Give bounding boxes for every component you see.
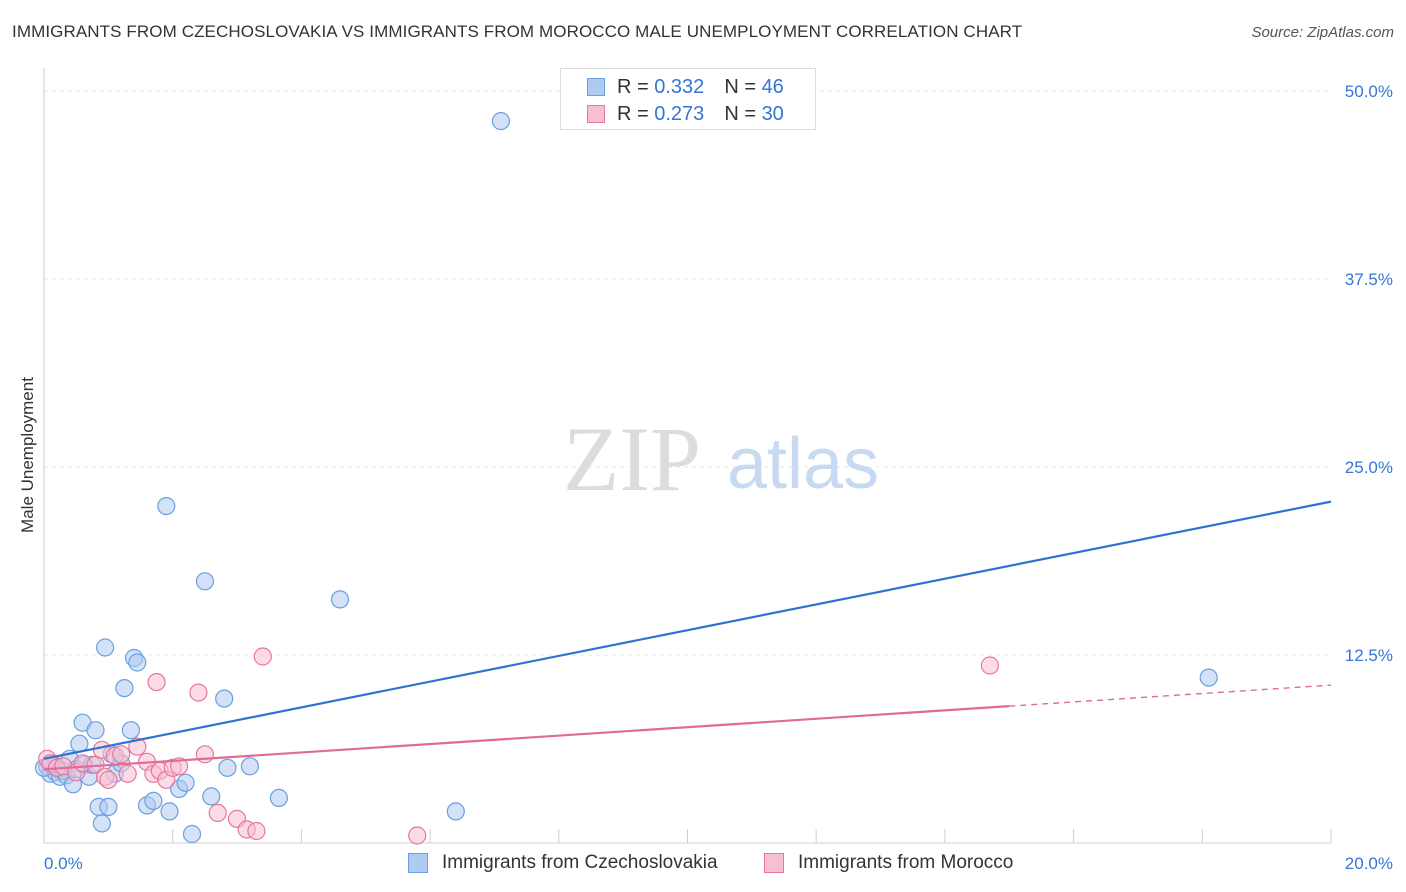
grid-lines (44, 90, 1331, 656)
r-label: R = (617, 75, 649, 98)
n-label: N = (724, 102, 756, 125)
point-morocco (99, 770, 118, 789)
point-morocco (253, 647, 272, 666)
watermark-zip: ZIP (563, 408, 701, 510)
point-czechoslovakia (202, 787, 221, 806)
point-czechoslovakia (115, 678, 134, 698)
y-tick-label: 12.5% (1345, 646, 1393, 665)
point-czechoslovakia (128, 653, 147, 672)
point-czechoslovakia (269, 788, 288, 808)
point-czechoslovakia (491, 111, 510, 131)
czechoslovakia-swatch (408, 853, 428, 873)
trend-morocco (43, 705, 1010, 771)
point-morocco (128, 737, 147, 756)
data-points (34, 111, 1218, 845)
legend-label: Immigrants from Morocco (798, 852, 1014, 873)
point-czechoslovakia (144, 791, 163, 811)
point-czechoslovakia (157, 497, 176, 516)
n-value: 30 (761, 102, 784, 125)
trend-lines (43, 500, 1332, 771)
trend-czechoslovakia (43, 500, 1332, 760)
point-morocco (118, 764, 137, 783)
point-czechoslovakia (195, 572, 214, 591)
point-czechoslovakia (95, 638, 115, 657)
y-tick-label: 50.0% (1345, 82, 1393, 101)
r-value: 0.273 (654, 102, 705, 125)
point-czechoslovakia (330, 590, 350, 609)
point-morocco (247, 821, 266, 841)
point-czechoslovakia (240, 757, 259, 776)
x-tick-label: 20.0% (1345, 854, 1393, 873)
czechoslovakia-swatch (587, 78, 605, 96)
point-czechoslovakia (1199, 668, 1218, 687)
point-morocco (208, 803, 227, 823)
chart-title: IMMIGRANTS FROM CZECHOSLOVAKIA VS IMMIGR… (12, 22, 1023, 41)
legend-row-czechoslovakia: R = 0.332 N = 46 (587, 75, 784, 99)
point-morocco (980, 656, 1000, 675)
tick-labels: 12.5% 25.0% 37.5% 50.0% 0.0% 20.0% (44, 82, 1393, 873)
point-czechoslovakia (121, 721, 140, 740)
point-czechoslovakia (160, 802, 179, 821)
y-tick-label: 37.5% (1345, 270, 1393, 289)
x-tick-label: 0.0% (44, 854, 83, 873)
trend-morocco-extension (1009, 684, 1332, 707)
morocco-swatch (587, 105, 605, 123)
legend-row-morocco: R = 0.273 N = 30 (587, 102, 784, 126)
point-morocco (170, 757, 189, 776)
point-morocco (147, 672, 166, 692)
legend-stats: R = 0.332 N = 46 R = 0.273 N = 30 (560, 68, 816, 130)
watermark-atlas: atlas (727, 424, 879, 504)
point-morocco (189, 683, 208, 702)
point-morocco (112, 745, 131, 764)
point-czechoslovakia (92, 814, 112, 833)
point-czechoslovakia (215, 689, 234, 708)
y-tick-label: 25.0% (1345, 458, 1393, 477)
r-value: 0.332 (654, 75, 705, 98)
point-czechoslovakia (86, 721, 105, 740)
point-czechoslovakia (446, 802, 465, 821)
legend-series: Immigrants from Czechoslovakia Immigrant… (0, 852, 1406, 876)
morocco-swatch (764, 853, 784, 873)
legend-label: Immigrants from Czechoslovakia (442, 852, 718, 873)
point-czechoslovakia (182, 824, 202, 844)
n-value: 46 (761, 75, 784, 98)
legend-item-morocco[interactable]: Immigrants from Morocco (764, 852, 1013, 874)
source-label: Source: ZipAtlas.com (1251, 24, 1394, 41)
axes (43, 68, 1332, 844)
watermark: ZIP atlas (563, 408, 879, 510)
point-morocco (408, 826, 427, 845)
legend-item-czechoslovakia[interactable]: Immigrants from Czechoslovakia (408, 852, 718, 874)
point-czechoslovakia (176, 773, 195, 792)
point-czechoslovakia (218, 758, 237, 777)
n-label: N = (724, 75, 756, 98)
point-czechoslovakia (99, 797, 118, 817)
r-label: R = (617, 102, 649, 125)
